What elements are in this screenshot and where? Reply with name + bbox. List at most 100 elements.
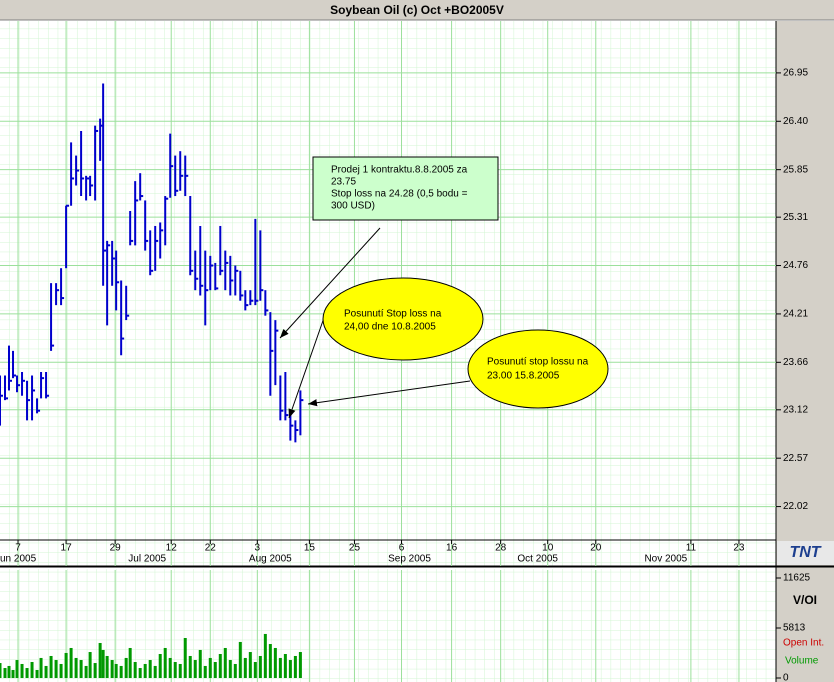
volume-bar [101,649,105,678]
volume-bar [293,655,297,678]
volume-bar [163,647,167,678]
volume-bar [198,649,202,678]
volume-bar [148,660,152,678]
volume-bar [173,662,177,678]
annotation-text: Stop loss na 24.28 (0,5 bodu = [331,189,468,200]
panel-title: V/OI [793,593,817,607]
volume-bar [138,668,142,678]
volume-bar [110,660,114,678]
y-tick-label: 24.21 [783,309,808,320]
month-label: Aug 2005 [249,554,292,565]
volume-bar [243,657,247,678]
annotation-text: 23.00 15.8.2005 [487,371,560,382]
volume-bar [44,665,48,678]
annotation-text: 300 USD) [331,201,375,212]
volume-bar [7,665,11,678]
volume-bar [233,663,237,678]
volume-bar [298,652,302,678]
volume-bar [278,657,282,678]
volume-bar [119,665,123,678]
arrow [279,227,381,339]
title-bar [0,0,834,20]
annotation-text: 24,00 dne 10.8.2005 [344,322,436,333]
volume-bar [93,663,97,678]
annotation-ellipse [322,277,484,361]
volume-bar [64,652,68,678]
x-tick-label: 12 [166,543,178,554]
y-tick-label: 25.85 [783,164,808,175]
x-tick-label: 28 [495,543,507,554]
y-tick-label: 22.02 [783,501,808,512]
volume-bar [84,665,88,678]
annotations: Prodej 1 kontraktu.8.8.2005 za 23.75 Sto… [279,156,609,419]
y-tick-label: 11625 [783,573,811,584]
x-tick-label: 29 [110,543,122,554]
volume-bar [143,663,147,678]
annotation-ellipse [467,329,609,409]
volume-bar [223,647,227,678]
volume-bar [0,663,2,678]
y-tick-label: 5813 [783,623,806,634]
volume-bar [218,654,222,678]
volume-bar [273,647,277,678]
volume-bar [178,663,182,678]
x-tick-label: 25 [349,543,361,554]
arrow [288,311,327,419]
x-tick-label: 15 [304,543,316,554]
logo: TNT [789,544,821,561]
volume-bar [3,668,7,678]
arrow [307,380,471,407]
volume-bar [213,662,217,678]
volume-bar [15,660,19,678]
volume-bar [228,660,232,678]
volume-bar [188,655,192,678]
volume-bar [88,652,92,678]
volume-bar [54,660,58,678]
x-tick-label: 16 [446,543,458,554]
volume-bar [114,663,118,678]
y-tick-label: 26.40 [783,116,808,127]
volume-bar [124,657,128,678]
month-label: Jul 2005 [128,554,166,565]
x-tick-label: 11 [686,543,697,554]
volume-bar [49,655,53,678]
volume-bar [238,641,242,678]
annotation-text: Posunutí Stop loss na [344,309,442,320]
y-tick-label: 22.57 [783,453,808,464]
month-label: Nov 2005 [644,554,687,565]
x-tick-label: 17 [61,543,73,554]
x-tick-label: 7 [15,543,21,554]
x-tick-label: 22 [205,543,217,554]
annotation-box [312,156,499,221]
volume-bar [208,657,212,678]
volume-bar [253,662,257,678]
legend-entry: Open Int. [783,638,824,649]
volume-bar [248,652,252,678]
volume-bar [11,670,15,678]
volume-bar [25,668,29,678]
x-tick-label: 3 [255,543,261,554]
volume-bar [30,662,34,678]
axes: 26.95 26.40 25.85 25.31 24.76 24.21 23.66 23.12… [0,68,811,682]
right-axis-panel [776,21,834,682]
volume-bar [59,663,63,678]
volume-bar [105,655,109,678]
volume-bar [153,665,157,678]
x-tick-label: 23 [733,543,745,554]
x-tick-label: 20 [590,543,602,554]
volume-bar [203,665,207,678]
volume-bar [268,644,272,678]
x-tick-label: 6 [399,543,405,554]
volume-bar [74,657,78,678]
volume-bar [183,638,187,678]
annotation-text: 23.75 [331,177,356,188]
date-minor-grid [0,540,776,566]
volume-bar [35,670,39,678]
y-tick-label: 25.31 [783,212,808,223]
volume-bar [133,662,137,678]
chart-title: Soybean Oil (c) Oct +BO2005V [330,3,504,17]
y-tick-label: 0 [783,673,789,682]
volume-bar [20,663,24,678]
volume-bar [39,657,43,678]
